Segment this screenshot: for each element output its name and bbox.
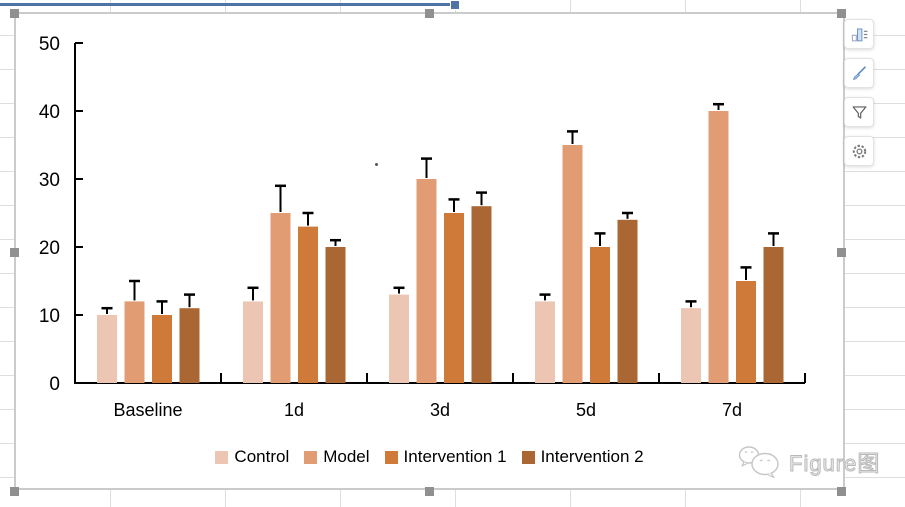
- legend-swatch: [304, 450, 318, 464]
- legend-item: Intervention 2: [521, 447, 644, 467]
- y-tick-label: 20: [39, 238, 60, 259]
- bar-model[interactable]: [124, 301, 145, 383]
- bar-intervention-1[interactable]: [736, 281, 756, 383]
- legend-swatch: [521, 450, 535, 464]
- bar-control[interactable]: [535, 301, 555, 383]
- x-category-label: 3d: [430, 400, 450, 420]
- legend-swatch: [384, 450, 398, 464]
- bar-intervention-1[interactable]: [152, 315, 172, 383]
- y-tick-label: 30: [39, 170, 60, 191]
- y-tick-label: 40: [39, 102, 60, 123]
- gear-icon: [852, 144, 866, 158]
- bar-intervention-2[interactable]: [471, 206, 492, 383]
- bar-model[interactable]: [270, 213, 291, 383]
- x-category-label: 5d: [576, 400, 596, 420]
- y-tick-label: 0: [49, 374, 60, 395]
- bar-intervention-1[interactable]: [298, 226, 318, 383]
- chart-object[interactable]: 0 10 20 30 40 50 Baseline 1d 3d 5d 7d Control Model…: [14, 12, 845, 490]
- bar-model[interactable]: [708, 111, 729, 383]
- chart-plot-area: 0 10 20 30 40 50 Baseline 1d 3d 5d 7d: [39, 34, 806, 420]
- bar-model[interactable]: [562, 145, 583, 383]
- y-tick-label: 50: [39, 34, 60, 55]
- bar-control[interactable]: [389, 294, 409, 383]
- range-fill-handle[interactable]: [450, 0, 460, 10]
- wechat-icon: [738, 446, 779, 479]
- selected-range-top-border: [0, 3, 454, 6]
- x-category-label: 7d: [722, 400, 742, 420]
- watermark: Figure图: [736, 444, 880, 480]
- y-tick-label: 10: [39, 306, 60, 327]
- legend-label: Intervention 2: [540, 447, 644, 466]
- chart-selection-handle-ne[interactable]: [837, 9, 846, 18]
- chart-selection-handle-n[interactable]: [425, 9, 434, 18]
- chart-filter-button[interactable]: [844, 97, 874, 127]
- bar-control[interactable]: [97, 315, 117, 383]
- legend-label: Control: [234, 447, 290, 466]
- chart-selection-handle-e[interactable]: [837, 248, 846, 257]
- chart-selection-handle-nw[interactable]: [10, 9, 19, 18]
- legend-item: Intervention 1: [384, 447, 507, 467]
- x-category-label: 1d: [284, 400, 304, 420]
- chart-legend[interactable]: Control Model Intervention 1 Intervention 2: [16, 447, 843, 467]
- chart-settings-button[interactable]: [844, 136, 874, 166]
- legend-label: Intervention 1: [403, 447, 507, 466]
- legend-item: Model: [304, 447, 370, 467]
- bar-intervention-1[interactable]: [444, 213, 464, 383]
- column-chart-icon: [851, 27, 867, 41]
- watermark-text: Figure图: [788, 451, 881, 477]
- chart-selection-handle-se[interactable]: [837, 487, 846, 496]
- stray-dot: [375, 163, 378, 166]
- chart-selection-handle-sw[interactable]: [10, 487, 19, 496]
- chart-style-button[interactable]: [844, 58, 874, 88]
- chart-quick-tools: [844, 19, 874, 166]
- legend-swatch: [215, 450, 229, 464]
- bar-intervention-2[interactable]: [763, 247, 784, 383]
- bar-model[interactable]: [416, 179, 437, 383]
- brush-icon: [852, 65, 866, 80]
- bar-intervention-1[interactable]: [590, 247, 610, 383]
- chart-elements-button[interactable]: [844, 19, 874, 49]
- bar-intervention-2[interactable]: [617, 219, 638, 383]
- funnel-icon: [852, 105, 866, 119]
- legend-label: Model: [323, 447, 370, 466]
- bar-intervention-2[interactable]: [179, 308, 200, 383]
- bar-control[interactable]: [681, 308, 701, 383]
- legend-item: Control: [215, 447, 289, 467]
- chart-selection-handle-w[interactable]: [10, 248, 19, 257]
- bar-intervention-2[interactable]: [325, 247, 346, 383]
- chart-selection-handle-s[interactable]: [425, 487, 434, 496]
- bar-control[interactable]: [243, 301, 263, 383]
- x-category-label: Baseline: [113, 400, 182, 420]
